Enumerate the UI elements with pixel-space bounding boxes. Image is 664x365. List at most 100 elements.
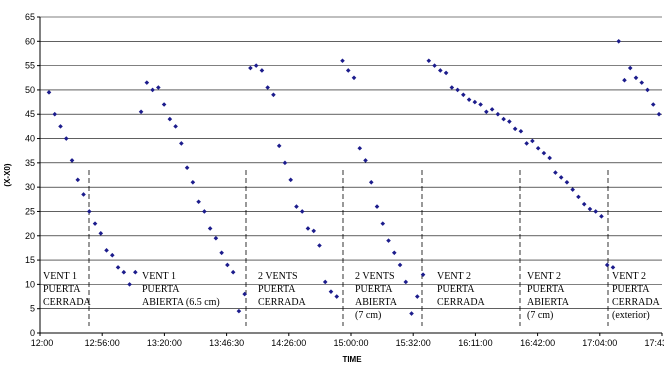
data-point	[432, 63, 437, 68]
data-point	[507, 119, 512, 124]
x-tick-label: 13:46:30	[209, 338, 244, 348]
data-point	[368, 179, 374, 185]
phase-label: (7 cm)	[355, 310, 381, 321]
y-tick-label: 45	[25, 109, 35, 119]
data-point	[230, 269, 236, 275]
data-point	[650, 102, 656, 107]
data-point	[351, 75, 357, 81]
phase-label: CERRADA	[258, 297, 307, 308]
y-tick-label: 25	[25, 206, 35, 216]
y-tick-label: 35	[25, 158, 35, 168]
phase-label: ABIERTA (6.5 cm)	[142, 297, 220, 308]
data-point	[501, 116, 506, 122]
data-point	[645, 87, 650, 93]
data-point	[334, 294, 340, 299]
gridlines	[40, 16, 662, 309]
data-point	[397, 262, 403, 268]
data-point	[288, 177, 293, 183]
y-tick-label: 15	[25, 255, 35, 265]
phase-label: PUERTA	[527, 284, 565, 295]
data-point	[98, 231, 104, 236]
data-point	[478, 102, 483, 107]
x-tick-label: 15:00:00	[333, 338, 368, 348]
data-point	[455, 87, 460, 93]
data-point	[161, 102, 167, 107]
data-point	[294, 204, 299, 209]
data-point	[535, 145, 541, 151]
data-point	[610, 265, 616, 270]
data-point	[167, 116, 173, 122]
phase-label: 2 VENTS	[258, 271, 298, 282]
data-point	[63, 136, 69, 141]
data-point	[466, 97, 472, 102]
x-tick-label: 13:20:00	[147, 338, 182, 348]
data-point	[196, 199, 201, 205]
data-point	[259, 68, 265, 73]
data-point	[340, 58, 345, 64]
data-point	[420, 272, 426, 277]
data-point	[374, 204, 380, 209]
data-point	[213, 235, 219, 241]
data-point	[265, 85, 270, 90]
phase-label: ABIERTA	[355, 297, 398, 308]
data-point	[627, 65, 633, 71]
y-tick-label: 55	[25, 61, 35, 71]
data-point	[184, 165, 190, 171]
phase-label: PUERTA	[612, 284, 650, 295]
data-point	[484, 109, 489, 115]
y-tick-label: 30	[25, 182, 35, 192]
phase-label: PUERTA	[355, 284, 393, 295]
data-point	[472, 99, 478, 105]
x-tick-label: 17:43:30	[644, 338, 664, 348]
phase-label: VENT 2	[437, 271, 471, 282]
data-point	[127, 282, 132, 287]
data-point	[489, 107, 495, 112]
data-point	[587, 206, 593, 212]
data-point	[121, 269, 127, 275]
phase-label: (7 cm)	[527, 310, 553, 321]
y-tick-label: 40	[25, 134, 35, 144]
phase-label: PUERTA	[142, 284, 180, 295]
data-point	[409, 311, 414, 316]
data-point	[133, 269, 138, 275]
data-point	[524, 141, 529, 146]
data-point	[604, 262, 610, 268]
data-point	[386, 238, 391, 243]
data-point	[553, 170, 558, 175]
data-point	[570, 187, 575, 192]
x-axis-label: TIME	[342, 355, 362, 364]
phase-label: VENT 1	[142, 271, 176, 282]
data-point	[299, 209, 305, 214]
data-point	[438, 68, 443, 73]
x-tick-label: 12:00	[31, 338, 54, 348]
data-point	[276, 143, 282, 149]
data-point	[248, 65, 253, 71]
data-point	[202, 209, 207, 214]
data-point	[75, 177, 81, 183]
data-point	[81, 192, 86, 197]
data-point	[426, 58, 432, 64]
x-axis-ticks: 12:00 12:56:00 13:20:00 13:46:30 14:26:00 15:…	[31, 333, 664, 348]
phase-label: PUERTA	[437, 284, 475, 295]
data-point	[150, 87, 155, 93]
data-point	[110, 252, 115, 258]
data-point	[363, 158, 368, 163]
data-point	[46, 90, 52, 95]
data-point	[138, 109, 144, 115]
x-tick-label: 17:04:00	[582, 338, 617, 348]
data-point	[305, 226, 311, 231]
data-point	[173, 124, 178, 129]
y-tick-label: 5	[30, 304, 35, 314]
y-tick-label: 65	[25, 12, 35, 22]
y-tick-label: 20	[25, 231, 35, 241]
phase-label: CERRADA	[437, 297, 486, 308]
data-point	[391, 250, 397, 256]
data-point	[236, 308, 242, 314]
data-point	[225, 262, 230, 268]
data-points	[46, 39, 662, 316]
data-point	[271, 92, 276, 98]
phase-label: PUERTA	[258, 284, 296, 295]
x-tick-label: 14:26:00	[271, 338, 306, 348]
phase-label: PUERTA	[43, 284, 81, 295]
